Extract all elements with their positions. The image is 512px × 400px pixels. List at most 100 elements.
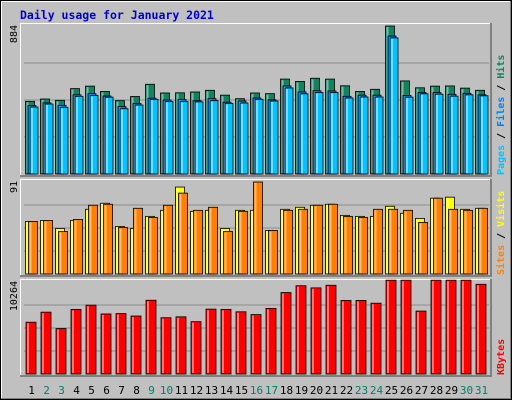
bar-kbytes-day-31-shine [477,285,479,373]
day-label-6: 6 [103,384,110,397]
bar-pages-day-20 [314,92,324,175]
legend-entry: Files [495,97,507,127]
bar-sites-day-2-shine [44,221,47,273]
bar-kbytes-day-8-shine [132,317,134,373]
day-label-29: 29 [445,384,458,397]
bar-sites-day-4 [73,219,83,275]
bar-kbytes-day-7-shine [117,314,119,373]
bar-hits-day-2-shine [41,99,44,173]
bar-sites-day-10 [163,204,173,275]
bar-kbytes-day-5 [85,304,97,375]
bar-pages-day-20-shine [316,93,318,173]
bar-kbytes-day-27 [415,310,427,375]
day-label-9: 9 [148,384,155,397]
bar-hits-day-31-shine [476,91,479,173]
bar-kbytes-day-11 [175,316,187,375]
bar-hits-day-3-shine [56,101,59,173]
bar-kbytes-day-17 [265,307,277,375]
bar-sites-day-14 [223,231,233,275]
bar-visits-day-28-shine [431,199,434,273]
bar-sites-day-27-shine [419,223,422,273]
day-label-10: 10 [160,384,173,397]
bar-pages-day-19-shine [301,94,303,173]
bar-hits-day-1-shine [26,102,29,173]
panel-hits-files-pages-frame-highlight-top [20,23,492,24]
panel-visits-sites-legend: Sites / Visits [495,191,507,275]
chart-title: Daily usage for January 2021 [20,8,214,22]
bar-hits-day-15-shine [236,99,239,173]
bar-pages-day-16 [254,98,264,175]
day-label-5: 5 [88,384,95,397]
bar-hits-day-19-shine [296,82,299,173]
bar-pages-day-22-shine [346,98,348,173]
bar-pages-day-11-shine [181,102,183,173]
day-label-11: 11 [175,384,188,397]
bar-kbytes-day-21-shine [327,286,329,373]
bar-sites-day-8-shine [134,209,137,273]
bar-kbytes-day-12-shine [192,322,194,373]
bar-visits-day-3-shine [56,229,59,273]
bar-kbytes-day-13-shine [207,310,209,373]
bar-pages-day-30 [464,94,474,175]
bar-sites-day-24 [373,208,383,275]
bar-kbytes-day-3-shine [57,329,59,373]
day-label-18: 18 [280,384,293,397]
day-label-25: 25 [385,384,398,397]
bar-sites-day-3-shine [59,232,62,273]
bar-sites-day-26-shine [404,211,407,273]
bar-hits-day-4-shine [71,89,74,173]
bar-visits-day-11-shine [176,188,179,273]
bar-pages-day-18-shine [286,88,288,173]
day-label-19: 19 [295,384,308,397]
panel-kbytes-ymax-label: 10264 [9,281,20,311]
bar-sites-day-21 [328,203,338,275]
day-label-12: 12 [190,384,203,397]
bar-hits-day-12-shine [191,92,194,173]
panel-kbytes-frame-shadow-bottom [20,375,492,377]
bar-sites-day-1 [28,221,38,275]
legend-entry: Pages [496,145,507,175]
bar-sites-day-15-shine [239,212,242,273]
legend-entry: / [496,227,507,245]
bar-hits-day-6-shine [101,92,104,173]
bar-hits-day-28-shine [431,87,434,173]
bar-sites-day-18-shine [284,211,287,273]
bar-pages-day-23 [359,96,369,175]
bar-hits-day-14-shine [221,96,224,173]
bar-kbytes-day-28-shine [432,281,434,373]
panel-visits-sites-frame-shadow-bottom [20,275,492,277]
bar-sites-day-10-shine [164,206,167,273]
bar-visits-day-17-shine [266,231,269,273]
bar-sites-day-15 [238,210,248,275]
bar-sites-day-23-shine [359,218,362,273]
bar-sites-day-31 [478,207,488,275]
bar-kbytes-day-4-shine [72,310,74,373]
bar-hits-day-25-shine [386,27,389,173]
bar-kbytes-day-26 [400,279,412,375]
bar-visits-day-31-shine [476,209,479,273]
bar-sites-day-26 [403,209,413,275]
legend-entry: Sites [495,245,507,275]
bar-pages-day-10 [164,101,174,175]
bar-pages-day-3 [59,106,69,175]
bar-kbytes-day-15-shine [237,312,239,373]
bar-pages-day-17 [269,100,279,175]
bar-hits-day-30-shine [461,89,464,173]
bar-kbytes-day-1-shine [27,323,29,373]
bar-sites-day-16-shine [254,183,257,273]
bar-visits-day-26-shine [401,214,404,273]
panel-visits-sites-frame-highlight-top [20,179,492,180]
bar-pages-day-2-shine [46,105,48,173]
bar-hits-day-23-shine [356,92,359,173]
bar-visits-day-20-shine [311,206,314,273]
bar-kbytes-day-8 [130,315,142,375]
legend-entry: / [496,127,507,145]
bar-pages-day-15 [239,102,249,175]
bar-sites-day-25-shine [389,210,392,273]
bar-kbytes-day-15 [235,311,247,375]
bar-pages-day-26-shine [406,98,408,173]
bar-visits-day-1-shine [26,222,29,273]
bar-pages-day-24-shine [376,97,378,173]
bar-visits-day-29-shine [446,198,449,273]
bar-sites-day-9 [148,216,158,275]
